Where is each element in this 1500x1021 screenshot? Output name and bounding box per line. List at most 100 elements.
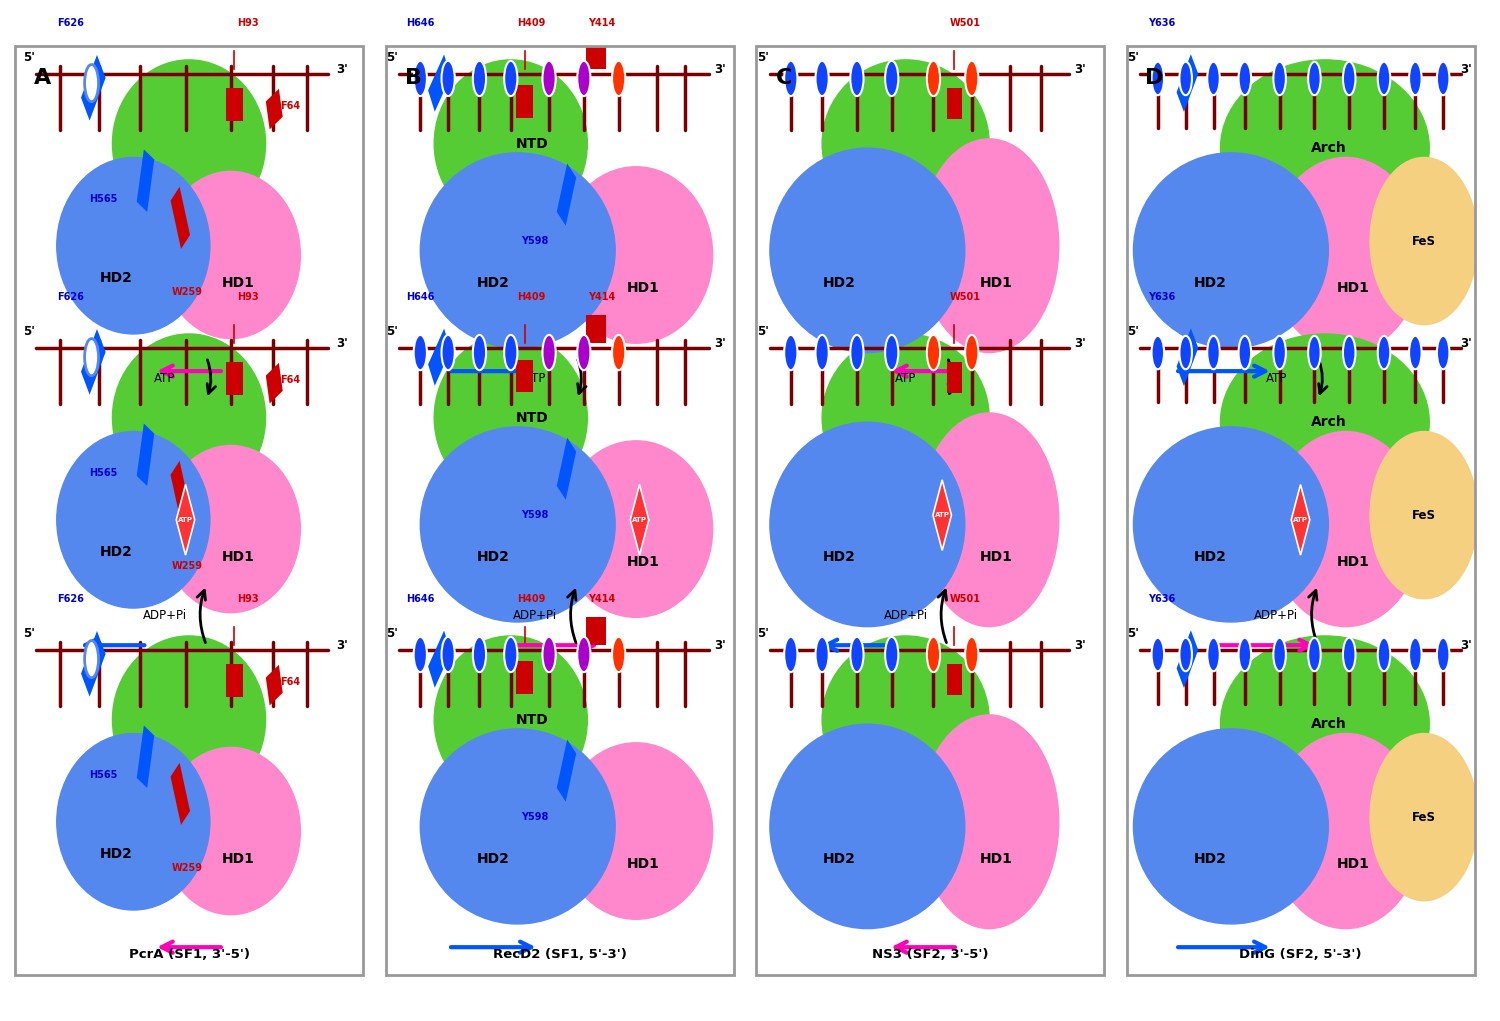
Ellipse shape <box>560 743 712 919</box>
Text: Arch: Arch <box>1311 416 1346 429</box>
Text: 5': 5' <box>22 51 34 63</box>
Text: A: A <box>34 68 51 89</box>
Text: Y598: Y598 <box>522 236 549 246</box>
Bar <box>81 329 105 395</box>
Text: H93: H93 <box>237 17 260 28</box>
Circle shape <box>1239 638 1251 671</box>
Circle shape <box>1408 336 1422 370</box>
Text: W259: W259 <box>172 287 202 297</box>
Text: DinG (SF2, 5'-3'): DinG (SF2, 5'-3') <box>1239 949 1362 961</box>
Ellipse shape <box>920 715 1059 929</box>
Polygon shape <box>177 485 195 555</box>
Circle shape <box>84 64 99 102</box>
Text: ATP: ATP <box>1266 372 1287 385</box>
Text: HD1: HD1 <box>980 550 1012 564</box>
Text: H646: H646 <box>406 17 435 28</box>
Ellipse shape <box>433 636 588 804</box>
Ellipse shape <box>822 636 989 804</box>
Circle shape <box>1437 638 1449 671</box>
Ellipse shape <box>112 636 266 804</box>
Text: HD1: HD1 <box>1336 857 1370 871</box>
Circle shape <box>441 637 454 672</box>
Ellipse shape <box>57 432 210 609</box>
Ellipse shape <box>1134 427 1329 622</box>
Circle shape <box>1208 336 1219 370</box>
Circle shape <box>1378 336 1390 370</box>
Text: H565: H565 <box>90 770 118 780</box>
Text: 3': 3' <box>336 337 348 350</box>
Circle shape <box>885 637 898 672</box>
Circle shape <box>1208 61 1219 95</box>
Ellipse shape <box>57 733 210 910</box>
Bar <box>1176 54 1198 112</box>
Circle shape <box>850 335 864 371</box>
Ellipse shape <box>1221 636 1430 813</box>
Circle shape <box>612 637 626 672</box>
Text: HD2: HD2 <box>477 852 510 866</box>
Text: F64: F64 <box>280 101 300 111</box>
Text: HD1: HD1 <box>222 550 254 564</box>
Text: Y636: Y636 <box>1148 17 1174 28</box>
Text: FeS: FeS <box>1412 508 1436 522</box>
Text: HD1: HD1 <box>627 857 660 871</box>
Text: HD2: HD2 <box>99 272 132 285</box>
Bar <box>171 460 190 523</box>
Text: W501: W501 <box>950 17 981 28</box>
Circle shape <box>1408 638 1422 671</box>
Text: 5': 5' <box>758 51 770 63</box>
Circle shape <box>1378 638 1390 671</box>
Circle shape <box>1274 61 1286 95</box>
Bar <box>946 362 962 393</box>
Polygon shape <box>630 485 650 555</box>
Text: 5': 5' <box>758 325 770 338</box>
Text: ATP: ATP <box>178 517 194 523</box>
Circle shape <box>504 335 518 371</box>
Circle shape <box>543 637 555 672</box>
Circle shape <box>1308 61 1320 95</box>
Circle shape <box>1152 638 1164 671</box>
Text: Y598: Y598 <box>522 812 549 822</box>
Text: HD1: HD1 <box>222 852 254 866</box>
Circle shape <box>964 637 978 672</box>
Bar <box>136 424 154 486</box>
Text: HD2: HD2 <box>477 276 510 290</box>
Text: ATP: ATP <box>934 513 950 518</box>
Ellipse shape <box>770 724 964 929</box>
Text: 5': 5' <box>1128 325 1140 338</box>
Text: PcrA (SF1, 3'-5'): PcrA (SF1, 3'-5') <box>129 949 249 961</box>
Bar <box>516 86 532 118</box>
Text: W501: W501 <box>950 292 981 302</box>
Text: 3': 3' <box>1074 337 1086 350</box>
Ellipse shape <box>57 157 210 334</box>
Text: F626: F626 <box>57 292 84 302</box>
Text: 5': 5' <box>387 325 399 338</box>
Circle shape <box>1239 61 1251 95</box>
Text: HD2: HD2 <box>1194 276 1227 290</box>
Ellipse shape <box>1221 334 1430 510</box>
Ellipse shape <box>770 148 964 352</box>
Text: Y598: Y598 <box>522 510 549 520</box>
Text: H565: H565 <box>90 194 118 204</box>
Text: H93: H93 <box>237 292 260 302</box>
Ellipse shape <box>560 441 712 618</box>
Ellipse shape <box>920 412 1059 627</box>
Bar <box>556 438 576 500</box>
Text: F64: F64 <box>280 376 300 385</box>
Text: HD2: HD2 <box>99 847 132 862</box>
Text: F64: F64 <box>280 677 300 687</box>
Text: HD1: HD1 <box>1336 554 1370 569</box>
Circle shape <box>414 637 428 672</box>
Polygon shape <box>1292 485 1310 555</box>
Ellipse shape <box>1370 432 1478 598</box>
Bar <box>556 163 576 226</box>
Text: HD1: HD1 <box>980 276 1012 290</box>
Bar <box>266 362 282 403</box>
Text: 3': 3' <box>336 62 348 76</box>
Text: 5': 5' <box>22 627 34 639</box>
Text: H646: H646 <box>406 292 435 302</box>
Circle shape <box>964 61 978 96</box>
Text: ATP: ATP <box>632 517 646 523</box>
Circle shape <box>1179 61 1192 95</box>
Text: ATP: ATP <box>1293 517 1308 523</box>
Circle shape <box>441 61 454 96</box>
